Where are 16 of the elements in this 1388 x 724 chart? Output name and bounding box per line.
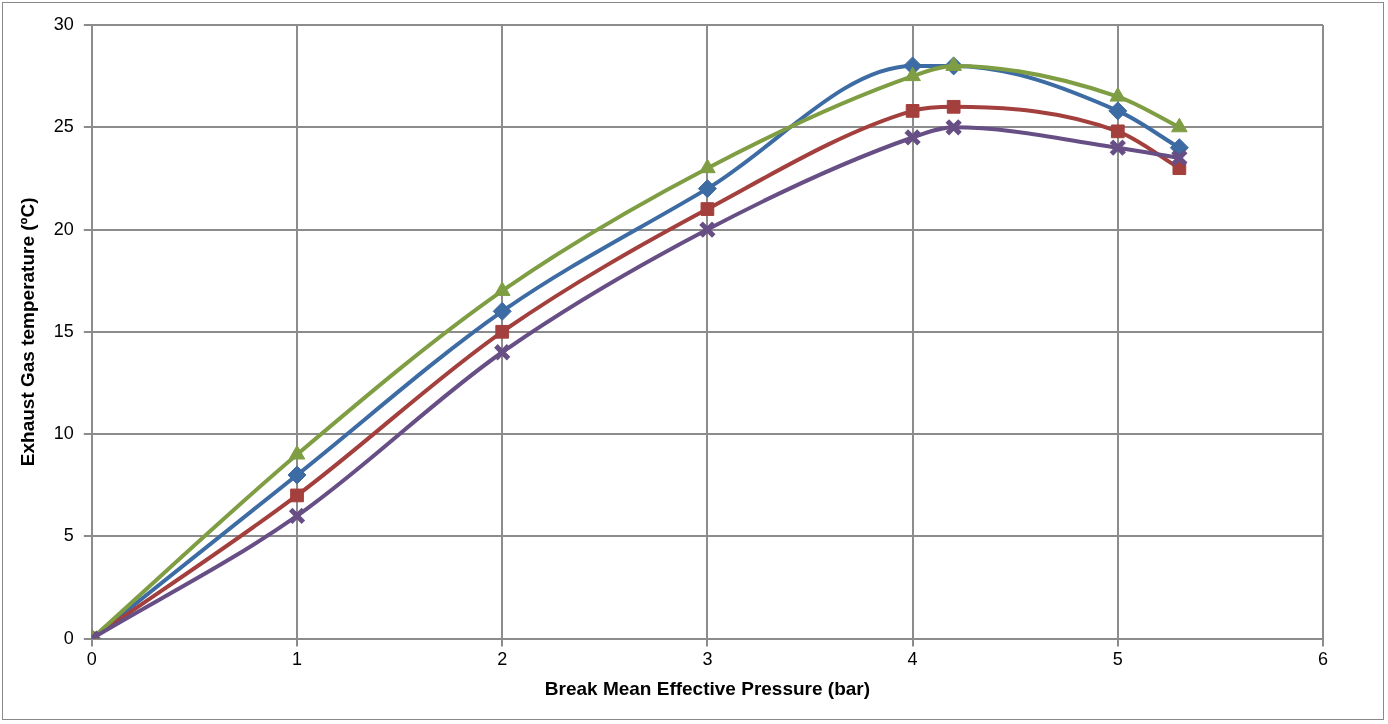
y-tick-label: 15 <box>53 320 74 341</box>
y-tick-label: 25 <box>53 116 74 137</box>
x-tick-label: 0 <box>86 649 97 670</box>
y-tick-label: 10 <box>53 423 74 444</box>
y-tick-label: 30 <box>53 13 74 34</box>
x-tick-label: 1 <box>292 649 303 670</box>
x-tick-label: 4 <box>907 649 918 670</box>
y-tick-label: 20 <box>53 218 74 239</box>
y-axis-title: Exhaust Gas temperature (ºC) <box>16 197 38 467</box>
x-tick-label: 2 <box>497 649 508 670</box>
x-tick-label: 6 <box>1317 649 1329 670</box>
y-tick-label: 5 <box>63 525 74 546</box>
x-tick-label: 5 <box>1112 649 1123 670</box>
x-tick-label: 3 <box>702 649 713 670</box>
x-axis-title: Break Mean Effective Pressure (bar) <box>544 677 871 699</box>
y-tick-label: 0 <box>63 627 74 648</box>
